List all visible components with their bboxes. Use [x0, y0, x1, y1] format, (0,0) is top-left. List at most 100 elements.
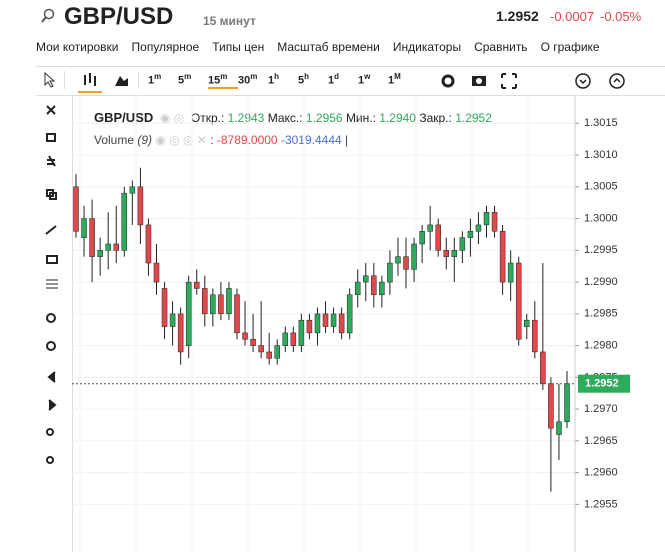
candle-body: [515, 262, 522, 340]
interval-button[interactable]: 5m: [178, 72, 208, 89]
interval-button[interactable]: 1M: [388, 72, 418, 89]
menu-item[interactable]: Типы цен: [212, 40, 265, 54]
interval-number[interactable]: 1: [268, 74, 275, 87]
interval-unit[interactable]: m: [250, 72, 258, 81]
last-price-box: [578, 374, 630, 393]
candle-body: [507, 262, 514, 283]
interval-button[interactable]: 1w: [358, 72, 388, 89]
menu-item[interactable]: О графике: [540, 40, 600, 54]
interval-unit[interactable]: h: [274, 72, 280, 81]
interval-unit[interactable]: m: [220, 72, 228, 81]
candle-body: [73, 186, 79, 232]
tool-icons[interactable]: [36, 96, 72, 552]
y-tick-label: 1.2965: [584, 435, 618, 447]
candle-body: [153, 262, 160, 283]
area-icon[interactable]: [114, 72, 130, 88]
candle-body: [113, 243, 119, 251]
candle-body: [548, 383, 554, 429]
candle-body: [169, 313, 176, 327]
menu-item[interactable]: Популярное: [131, 40, 200, 54]
cursor-icon[interactable]: [42, 72, 56, 88]
last-price-label: 1.2952: [585, 378, 619, 390]
y-tick-label: 1.2990: [584, 276, 618, 288]
chart: 1.3015 1.3010 1.3005 1.3000 1.2995 1.2990 1.29…: [72, 96, 630, 552]
tool-icons[interactable]: [440, 71, 550, 91]
interval-unit[interactable]: m: [154, 72, 162, 81]
candle-body: [89, 218, 95, 257]
candle-body: [475, 224, 482, 232]
interval-button[interactable]: 5h: [298, 72, 328, 89]
menu-item[interactable]: Масштаб времени: [277, 40, 380, 54]
candle-body: [371, 275, 377, 296]
interval-button[interactable]: 1h: [268, 72, 298, 89]
candle-body: [427, 224, 433, 232]
interval: 15 минут: [203, 14, 256, 28]
candle-body: [419, 231, 425, 245]
candle-body: [556, 421, 562, 435]
candle-body: [193, 281, 200, 289]
menu-item[interactable]: Сравнить: [474, 40, 528, 54]
interval-number[interactable]: 15: [208, 74, 221, 87]
candle-body: [290, 332, 297, 346]
interval-unit[interactable]: M: [394, 72, 401, 81]
candle-body: [97, 250, 103, 257]
interval-number[interactable]: 1: [148, 74, 155, 87]
y-tick-label: 1.3000: [584, 212, 618, 224]
y-tick-label: 1.3010: [584, 149, 618, 161]
interval-number[interactable]: 1: [328, 74, 335, 87]
y-tick-label: 1.2960: [584, 467, 618, 479]
interval-unit[interactable]: w: [364, 72, 371, 81]
interval-unit[interactable]: h: [304, 72, 310, 81]
interval-unit[interactable]: m: [184, 72, 192, 81]
menu-item[interactable]: Индикаторы: [392, 40, 462, 54]
menu-item[interactable]: Мои котировки: [36, 40, 119, 54]
candle-body: [218, 294, 224, 315]
candle-body: [306, 319, 313, 334]
candle-body: [524, 319, 530, 327]
change: -0.0007: [550, 9, 595, 24]
candle-body: [145, 224, 152, 264]
close: 1.2952: [455, 111, 492, 125]
candle-body: [443, 250, 450, 257]
candle-body: [354, 281, 361, 296]
candle-body: [234, 294, 240, 334]
header: GBP/USD 15 минут 1.2952 -0.0007 -0.05%: [0, 0, 665, 36]
candle-body: [137, 186, 144, 226]
candle-body: [451, 250, 458, 257]
candle-body: [210, 294, 216, 315]
price: 1.2952: [496, 8, 539, 24]
candle-body: [105, 243, 111, 251]
search-icon[interactable]: [40, 8, 56, 24]
candle-body: [258, 345, 264, 353]
candle-body: [274, 345, 280, 359]
candle-body: [395, 256, 401, 264]
candle-body: [363, 275, 369, 283]
symbol[interactable]: GBP/USD: [64, 3, 174, 30]
toolbar: 1m 5m 15m 30m 1h 5h 1d 1w 1M: [36, 66, 665, 96]
interval-button[interactable]: 1m: [148, 72, 178, 89]
close-label: Закр.:: [419, 111, 452, 125]
interval-unit[interactable]: d: [334, 72, 340, 81]
interval-number[interactable]: 1: [388, 74, 395, 87]
candle-body: [242, 332, 248, 340]
candles-icon[interactable]: [82, 72, 100, 88]
download-upload[interactable]: [574, 71, 634, 91]
candle-body: [411, 243, 417, 270]
interval-number[interactable]: 5: [178, 74, 185, 87]
candle-body: [338, 313, 345, 334]
candle-body: [121, 192, 128, 251]
candle-body: [346, 294, 353, 334]
candle-body: [467, 231, 474, 238]
interval-number[interactable]: 1: [358, 74, 365, 87]
interval-number[interactable]: 5: [298, 74, 305, 87]
interval-button[interactable]: 15m: [208, 72, 238, 89]
interval-button[interactable]: 1d: [328, 72, 358, 89]
interval-number[interactable]: 30: [238, 74, 251, 87]
high-label: Макс.:: [267, 111, 303, 125]
candle-body: [330, 313, 337, 327]
interval-button[interactable]: 30m: [238, 72, 268, 89]
candle-body: [379, 281, 385, 296]
volume-label: Volume: [94, 133, 135, 147]
volume-v2: -3019.4444: [280, 133, 342, 147]
